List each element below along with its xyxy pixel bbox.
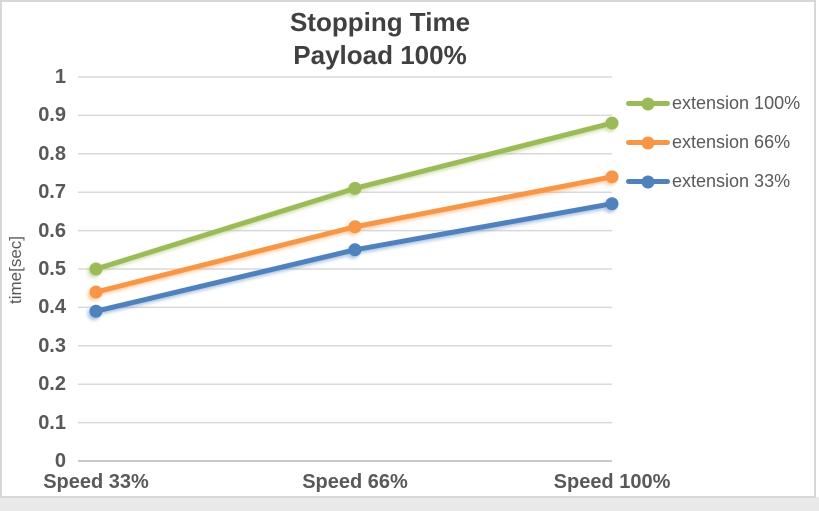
chart-title-line2: Payload 100% [293, 40, 467, 70]
chart-title-line1: Stopping Time [289, 7, 471, 37]
y-tick-label: 0.1 [38, 411, 66, 434]
y-tick-label: 0.8 [38, 142, 66, 165]
y-tick-label: 0.6 [38, 219, 66, 242]
y-tick-label: 0.3 [38, 334, 66, 357]
legend-line-marker-icon [626, 174, 670, 189]
y-tick-label: 0.5 [38, 258, 66, 280]
legend-label: extension 100% [672, 93, 801, 113]
legend-line-marker-icon [626, 135, 670, 150]
chart-title: Stopping Time Payload 100% [0, 6, 760, 72]
y-tick-label: 0.7 [38, 181, 66, 204]
legend-label: extension 33% [672, 171, 791, 191]
y-tick-label: 1 [54, 66, 66, 88]
legend-label: extension 66% [672, 132, 791, 152]
y-tick-label: 0 [54, 450, 66, 472]
legend-item: extension 66% [626, 123, 800, 162]
legend-item: extension 33% [626, 162, 800, 201]
x-category-label: Speed 66% [302, 471, 408, 493]
x-category-label: Speed 33% [43, 471, 149, 493]
x-category-label: Speed 100% [553, 471, 671, 493]
y-tick-label: 0.2 [38, 373, 66, 396]
y-tick-label: 0.9 [38, 104, 66, 127]
y-tick-label: 0.4 [38, 296, 66, 319]
legend-item: extension 100% [626, 84, 800, 123]
background-strip [0, 497, 819, 511]
legend-line-marker-icon [626, 96, 670, 111]
chart-frame [0, 0, 816, 498]
legend: extension 100% extension 66% extension 33% [626, 84, 800, 201]
